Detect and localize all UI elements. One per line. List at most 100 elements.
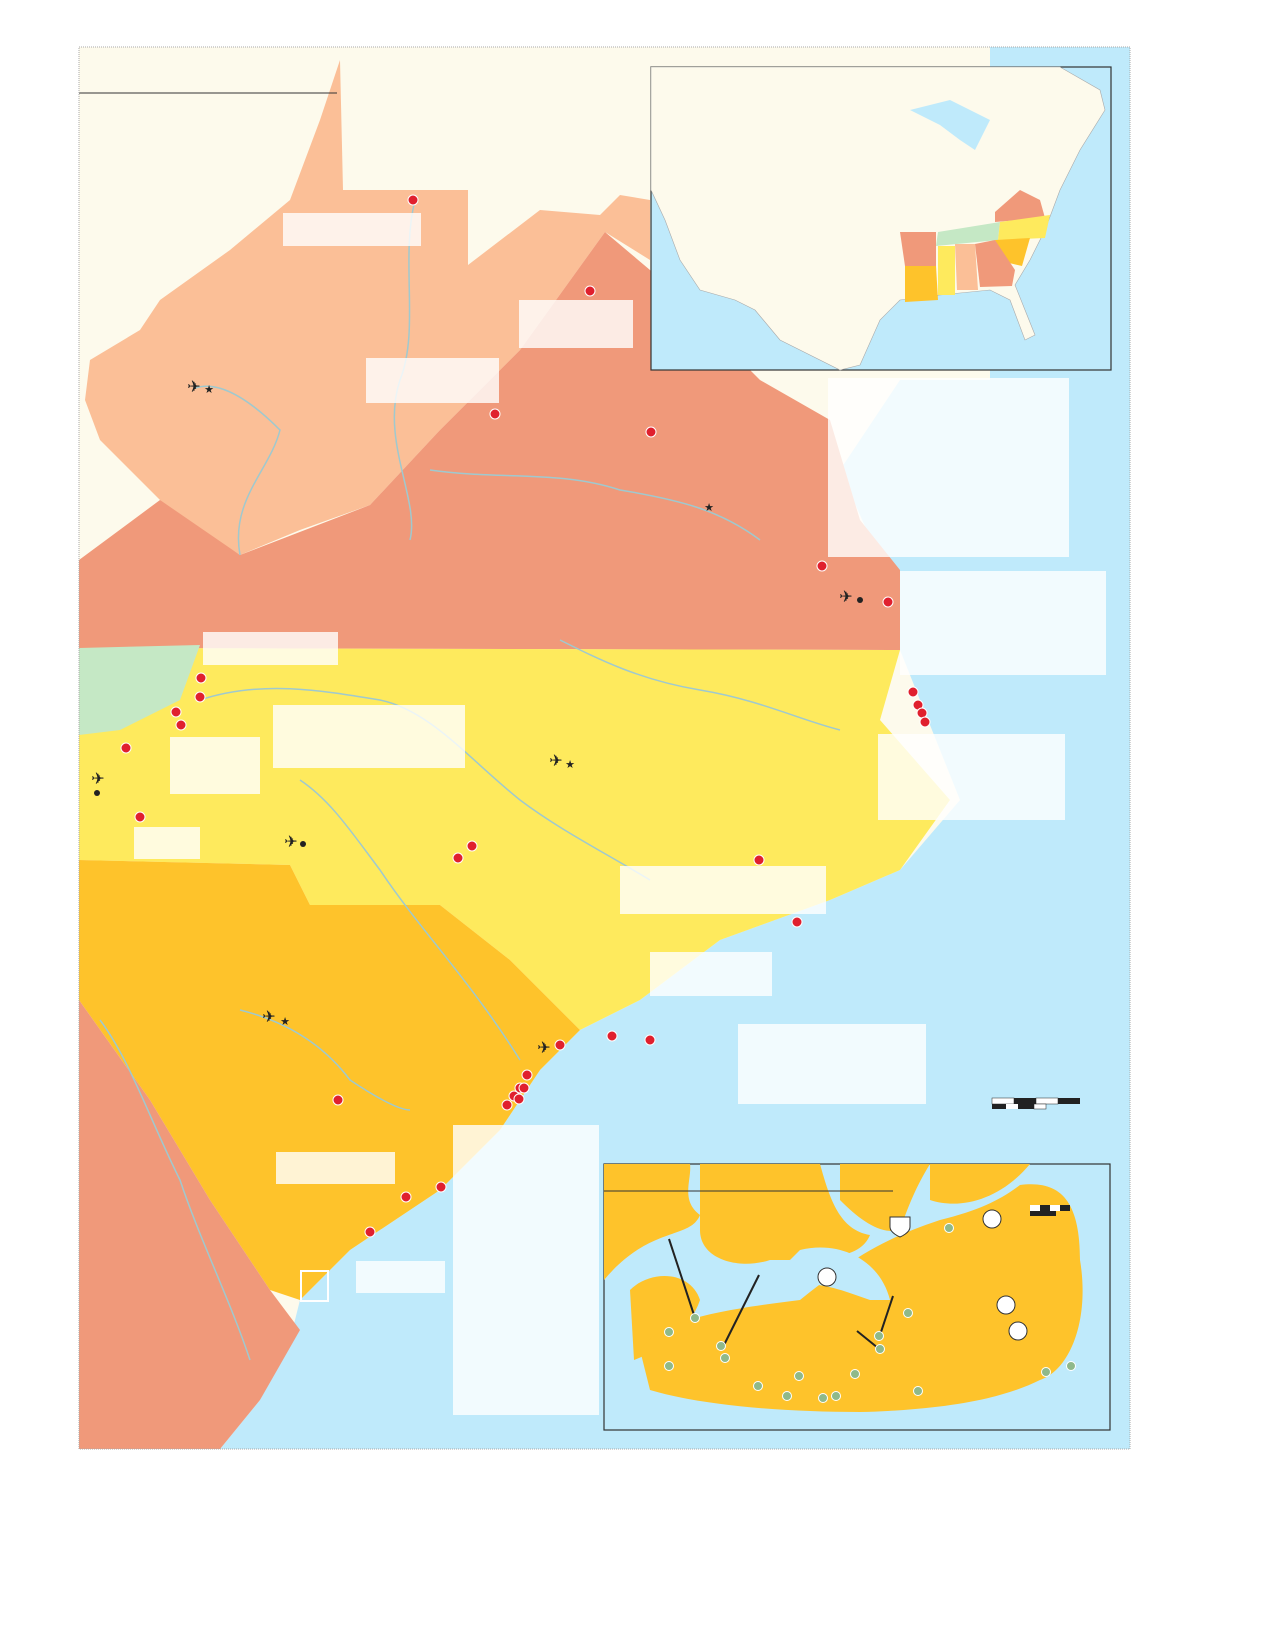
beach-marker[interactable] <box>794 1371 804 1381</box>
city-marker[interactable] <box>194 691 206 703</box>
city-marker[interactable] <box>364 1226 376 1238</box>
city-marker[interactable] <box>452 852 464 864</box>
beach-marker[interactable] <box>1066 1361 1076 1371</box>
label-box <box>620 866 826 914</box>
city-marker[interactable] <box>753 854 765 866</box>
scale-bar-icon <box>991 1097 1080 1110</box>
label-box <box>134 827 200 859</box>
us-highway-shield-icon <box>889 1216 911 1238</box>
city-marker[interactable] <box>521 1069 533 1081</box>
airplane-icon[interactable]: ✈ <box>537 1038 550 1057</box>
us-state-north-carolina <box>998 215 1050 240</box>
city-marker[interactable] <box>195 672 207 684</box>
city-marker[interactable] <box>332 1094 344 1106</box>
us-locator-map <box>650 66 1112 371</box>
route-markers <box>817 1209 1028 1341</box>
us-state-georgia <box>975 240 1015 287</box>
us-state-tennessee <box>936 222 1000 246</box>
beach-marker[interactable] <box>720 1353 730 1363</box>
label-box <box>366 358 499 403</box>
city-marker[interactable] <box>501 1099 513 1111</box>
city-marker[interactable] <box>791 916 803 928</box>
city-marker[interactable] <box>584 285 596 297</box>
us-state-louisiana <box>905 266 938 302</box>
city-marker[interactable] <box>513 1093 525 1105</box>
city-marker[interactable] <box>606 1030 618 1042</box>
beach-marker[interactable] <box>818 1393 828 1403</box>
city-marker[interactable] <box>916 707 928 719</box>
label-box <box>283 213 421 246</box>
city-marker[interactable] <box>170 706 182 718</box>
us-state-alabama <box>955 244 978 290</box>
dot-icon <box>94 790 100 796</box>
region-tennessee[interactable] <box>79 645 200 735</box>
city-marker[interactable] <box>407 194 419 206</box>
city-marker[interactable] <box>435 1181 447 1193</box>
label-box <box>276 1152 395 1184</box>
beach-marker[interactable] <box>664 1361 674 1371</box>
dot-icon <box>857 597 863 603</box>
barrier-island-detail-map <box>603 1163 1111 1431</box>
us-state-arkansas <box>900 232 936 266</box>
airplane-icon[interactable]: ✈ <box>549 751 562 770</box>
city-marker[interactable] <box>466 840 478 852</box>
beach-marker[interactable] <box>782 1391 792 1401</box>
airplane-icon[interactable]: ✈ <box>187 377 200 396</box>
great-lakes <box>910 100 990 150</box>
city-marker[interactable] <box>554 1039 566 1051</box>
beach-marker[interactable] <box>875 1344 885 1354</box>
beach-marker[interactable] <box>1041 1367 1051 1377</box>
city-marker[interactable] <box>919 716 931 728</box>
beach-marker[interactable] <box>903 1308 913 1318</box>
city-marker[interactable] <box>120 742 132 754</box>
map-frame <box>78 46 1131 1450</box>
label-box <box>273 705 465 768</box>
airplane-icon[interactable]: ✈ <box>839 587 852 606</box>
city-marker[interactable] <box>645 426 657 438</box>
beach-marker[interactable] <box>944 1223 954 1233</box>
inset-locator-box <box>300 1270 329 1302</box>
beach-marker[interactable] <box>850 1369 860 1379</box>
airplane-icon[interactable]: ✈ <box>284 832 297 851</box>
region-west-virginia[interactable] <box>85 60 650 555</box>
beach-marker[interactable] <box>753 1381 763 1391</box>
label-box <box>828 378 1069 557</box>
star-icon[interactable]: ★ <box>565 758 575 771</box>
label-box <box>738 1024 926 1104</box>
city-markers[interactable] <box>120 194 931 1238</box>
region-georgia[interactable] <box>79 1000 300 1449</box>
beach-marker[interactable] <box>690 1313 700 1323</box>
label-box <box>878 734 1065 820</box>
label-box <box>650 952 772 996</box>
city-marker[interactable] <box>175 719 187 731</box>
region-south-carolina[interactable] <box>79 860 580 1300</box>
airport-and-capital-markers[interactable]: ✈✈✈✈✈✈✈★★★★ <box>91 377 863 1057</box>
us-state-virginia <box>995 190 1045 222</box>
star-icon[interactable]: ★ <box>280 1015 290 1028</box>
beach-marker[interactable] <box>831 1391 841 1401</box>
beach-marker[interactable] <box>716 1341 726 1351</box>
label-box <box>170 737 260 794</box>
beach-marker[interactable] <box>913 1386 923 1396</box>
city-marker[interactable] <box>644 1034 656 1046</box>
city-marker[interactable] <box>816 560 828 572</box>
dot-icon <box>300 841 306 847</box>
city-marker[interactable] <box>489 408 501 420</box>
us-land <box>650 66 1106 371</box>
label-box <box>356 1261 445 1293</box>
label-box <box>453 1125 599 1415</box>
city-marker[interactable] <box>134 811 146 823</box>
beach-marker[interactable] <box>874 1331 884 1341</box>
city-marker[interactable] <box>518 1082 530 1094</box>
airplane-icon[interactable]: ✈ <box>91 769 104 788</box>
star-icon[interactable]: ★ <box>204 383 214 396</box>
star-icon[interactable]: ★ <box>704 501 714 514</box>
airplane-icon[interactable]: ✈ <box>262 1007 275 1026</box>
city-marker[interactable] <box>907 686 919 698</box>
label-boxes <box>134 213 1106 1415</box>
beach-marker[interactable] <box>664 1327 674 1337</box>
city-marker[interactable] <box>400 1191 412 1203</box>
city-marker[interactable] <box>882 596 894 608</box>
